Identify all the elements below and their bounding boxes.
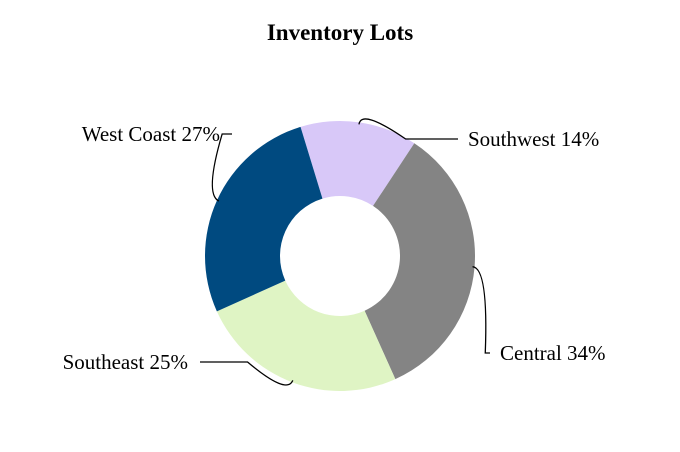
leader-line-west-coast bbox=[211, 133, 232, 202]
slice-southeast bbox=[216, 280, 396, 392]
leader-line-central bbox=[472, 266, 490, 354]
leader-line-southeast bbox=[200, 361, 294, 386]
slice-label-southwest: Southwest 14% bbox=[468, 127, 599, 151]
slices-layer bbox=[205, 120, 475, 392]
slice-label-southeast: Southeast 25% bbox=[63, 350, 188, 374]
slice-label-west-coast: West Coast 27% bbox=[82, 122, 220, 146]
slice-labels-layer: Southwest 14% Central 34% Southeast 25% Wes… bbox=[63, 122, 606, 374]
slice-central bbox=[364, 143, 475, 380]
leader-lines-layer bbox=[200, 118, 490, 386]
slice-southwest bbox=[300, 120, 415, 206]
slice-label-central: Central 34% bbox=[500, 341, 606, 365]
chart-title: Inventory Lots bbox=[267, 20, 413, 45]
leader-line-southwest bbox=[358, 118, 458, 140]
slice-west-coast bbox=[205, 126, 323, 312]
